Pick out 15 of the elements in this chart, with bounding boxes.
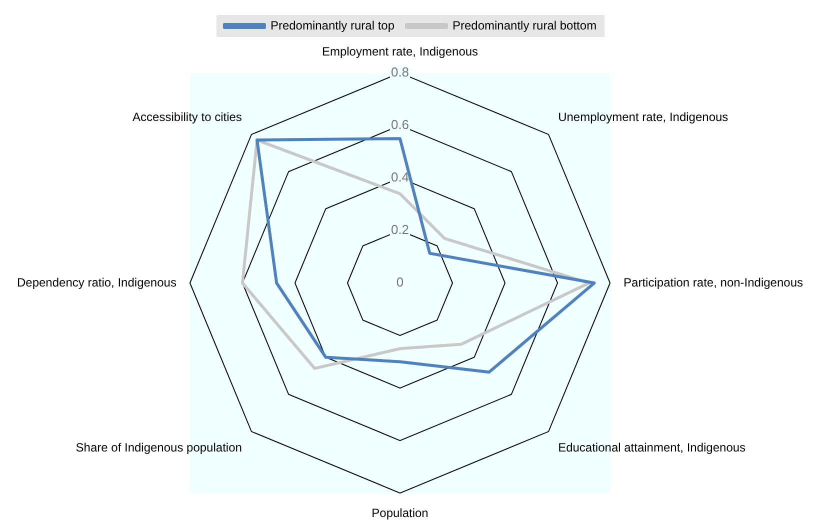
y-tick-label: 0.8: [390, 64, 410, 80]
y-tick-label: 0.2: [390, 222, 410, 238]
legend-label: Predominantly rural bottom: [452, 18, 597, 32]
y-tick-label: 0.6: [390, 117, 410, 132]
y-tick-label: 0: [396, 274, 404, 290]
legend-label: Predominantly rural top: [270, 18, 395, 32]
spoke-label: Share of Indigenous population: [76, 440, 242, 455]
spoke-label: Unemployment rate, Indigenous: [558, 110, 728, 124]
spoke-label: Participation rate, non-Indigenous: [624, 275, 804, 290]
spoke-label: Educational attainment, Indigenous: [558, 440, 746, 455]
spoke-label: Accessibility to cities: [132, 110, 242, 124]
spoke-label: Dependency ratio, Indigenous: [16, 275, 176, 290]
y-tick-label: 0.4: [390, 170, 410, 185]
spoke-label: Employment rate, Indigenous: [322, 44, 478, 59]
spoke-label: Population: [372, 506, 428, 520]
